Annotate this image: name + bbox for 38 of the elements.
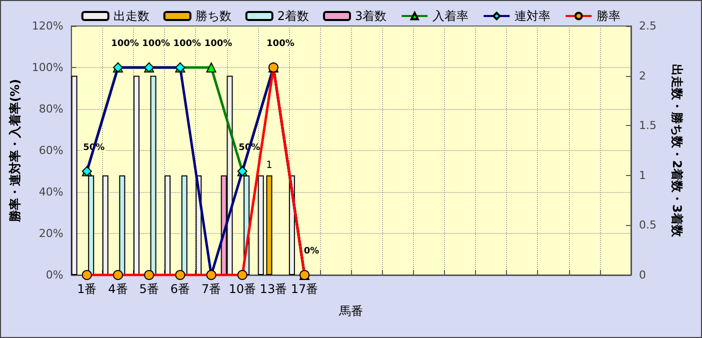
- x-axis-title: 馬番: [338, 304, 364, 318]
- data-label: 1: [266, 160, 272, 171]
- x-tick-label: 4番: [108, 282, 128, 296]
- y-axis-title: 勝率・連対率・入着率(%): [8, 79, 22, 223]
- legend-label: 出走数: [113, 9, 150, 23]
- data-label: 100%: [266, 39, 294, 49]
- data-label: 100%: [111, 39, 139, 49]
- y2-tick-label: 2.5: [639, 20, 656, 32]
- data-label: 100%: [173, 39, 202, 49]
- y2-axis-title: 出走数・勝ち数・2着数・3着数: [670, 64, 684, 238]
- x-tick-label: 7番: [201, 282, 222, 296]
- y2-tick-label: 1.5: [639, 119, 656, 132]
- y2-tick-label: 0: [639, 268, 646, 282]
- y-tick-label: 120%: [32, 20, 64, 32]
- y2-tick-label: 1: [639, 168, 646, 182]
- x-tick-label: 1番: [77, 282, 97, 296]
- legend-label: 勝ち数: [195, 9, 232, 23]
- x-tick-label: 10番: [228, 282, 256, 296]
- x-tick-label: 6番: [170, 282, 190, 296]
- y-tick-label: 0%: [46, 268, 64, 282]
- legend-label: 入着率: [432, 9, 469, 23]
- y2-tick-label: 2: [639, 69, 646, 82]
- x-tick-label: 13番: [260, 282, 288, 296]
- legend-label: 3着数: [355, 9, 387, 23]
- y-tick-label: 40%: [38, 186, 64, 198]
- y-tick-label: 60%: [38, 144, 64, 157]
- y2-tick-label: 0.5: [639, 218, 656, 232]
- data-label: 0%: [304, 246, 320, 256]
- data-label: 100%: [142, 39, 170, 49]
- data-label: 100%: [204, 39, 232, 49]
- legend-label: 2着数: [277, 9, 310, 23]
- x-tick-label: 5番: [139, 282, 159, 296]
- y-tick-label: 80%: [38, 102, 64, 116]
- legend-label: 勝率: [596, 9, 621, 23]
- y-tick-label: 100%: [32, 61, 64, 74]
- legend-label: 連対率: [514, 9, 551, 23]
- x-tick-label: 17番: [290, 282, 318, 296]
- y-tick-label: 20%: [38, 227, 64, 240]
